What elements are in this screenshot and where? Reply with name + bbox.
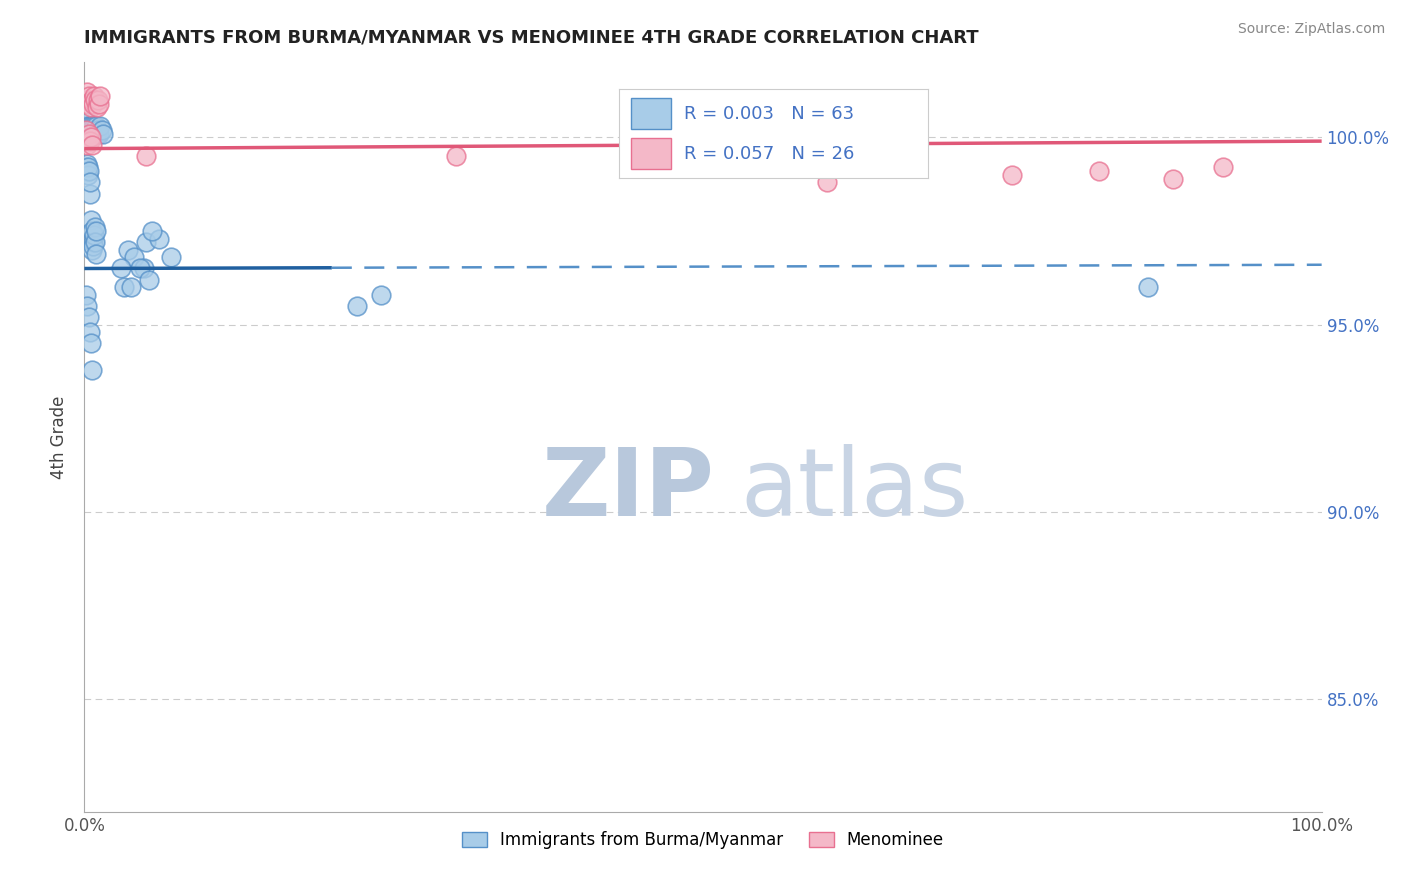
Point	[160, 250, 183, 264]
Point	[89, 89, 111, 103]
Point	[110, 261, 132, 276]
Point	[1088, 164, 1111, 178]
Point	[87, 123, 110, 137]
Legend: Immigrants from Burma/Myanmar, Menominee: Immigrants from Burma/Myanmar, Menominee	[456, 824, 950, 855]
Point	[1212, 161, 1234, 175]
Point	[84, 235, 107, 250]
Point	[75, 123, 97, 137]
Point	[75, 287, 97, 301]
Point	[370, 287, 392, 301]
Point	[79, 123, 101, 137]
Point	[80, 127, 103, 141]
Point	[1001, 168, 1024, 182]
Point	[77, 127, 100, 141]
Point	[80, 123, 103, 137]
Point	[91, 127, 114, 141]
Point	[80, 130, 103, 145]
Point	[76, 115, 98, 129]
Point	[815, 175, 838, 189]
Point	[80, 243, 103, 257]
Text: ZIP: ZIP	[543, 443, 716, 535]
Point	[82, 137, 104, 152]
Y-axis label: 4th Grade: 4th Grade	[51, 395, 69, 479]
Point	[120, 280, 142, 294]
Point	[77, 164, 100, 178]
Text: IMMIGRANTS FROM BURMA/MYANMAR VS MENOMINEE 4TH GRADE CORRELATION CHART: IMMIGRANTS FROM BURMA/MYANMAR VS MENOMIN…	[84, 29, 979, 47]
Point	[86, 127, 108, 141]
Point	[138, 273, 160, 287]
Point	[90, 123, 112, 137]
Point	[135, 149, 157, 163]
Point	[83, 227, 105, 242]
Point	[76, 299, 98, 313]
Point	[76, 137, 98, 152]
Point	[86, 100, 108, 114]
Point	[87, 93, 110, 107]
Point	[1137, 280, 1160, 294]
Point	[82, 127, 104, 141]
Point	[75, 93, 97, 107]
Point	[84, 93, 107, 107]
Point	[132, 261, 155, 276]
Point	[83, 123, 105, 137]
Point	[79, 134, 101, 148]
Text: R = 0.003   N = 63: R = 0.003 N = 63	[683, 105, 853, 123]
Point	[89, 127, 111, 141]
Point	[83, 119, 105, 133]
FancyBboxPatch shape	[631, 98, 671, 129]
Point	[80, 336, 103, 351]
Point	[84, 119, 107, 133]
Point	[148, 231, 170, 245]
Point	[83, 220, 105, 235]
Point	[82, 235, 104, 250]
Point	[76, 156, 98, 170]
Point	[77, 310, 100, 325]
Point	[86, 224, 108, 238]
Point	[79, 127, 101, 141]
Point	[80, 212, 103, 227]
Point	[444, 149, 467, 163]
Point	[79, 100, 101, 114]
Point	[79, 119, 101, 133]
Point	[82, 239, 104, 253]
Point	[89, 119, 111, 133]
Point	[75, 161, 97, 175]
Point	[83, 127, 105, 141]
Point	[82, 362, 104, 376]
Point	[76, 127, 98, 141]
Text: R = 0.057   N = 26: R = 0.057 N = 26	[683, 145, 853, 163]
Point	[80, 93, 103, 107]
Point	[75, 123, 97, 137]
Point	[83, 89, 105, 103]
Point	[112, 280, 135, 294]
Point	[76, 86, 98, 100]
Point	[77, 96, 100, 111]
Point	[82, 96, 104, 111]
Point	[89, 96, 111, 111]
Point	[117, 243, 139, 257]
Point	[80, 224, 103, 238]
FancyBboxPatch shape	[631, 138, 671, 169]
Point	[76, 164, 98, 178]
Point	[141, 224, 163, 238]
Point	[77, 161, 100, 175]
Point	[129, 261, 152, 276]
Point	[135, 235, 157, 250]
Point	[79, 89, 101, 103]
Point	[77, 123, 100, 137]
Point	[79, 186, 101, 201]
Point	[76, 168, 98, 182]
Point	[79, 325, 101, 339]
Point	[122, 250, 145, 264]
Point	[84, 123, 107, 137]
Text: Source: ZipAtlas.com: Source: ZipAtlas.com	[1237, 22, 1385, 37]
Text: atlas: atlas	[740, 443, 969, 535]
Point	[75, 119, 97, 133]
Point	[346, 299, 368, 313]
Point	[79, 175, 101, 189]
Point	[84, 246, 107, 260]
Point	[77, 119, 100, 133]
Point	[1161, 171, 1184, 186]
Point	[82, 119, 104, 133]
